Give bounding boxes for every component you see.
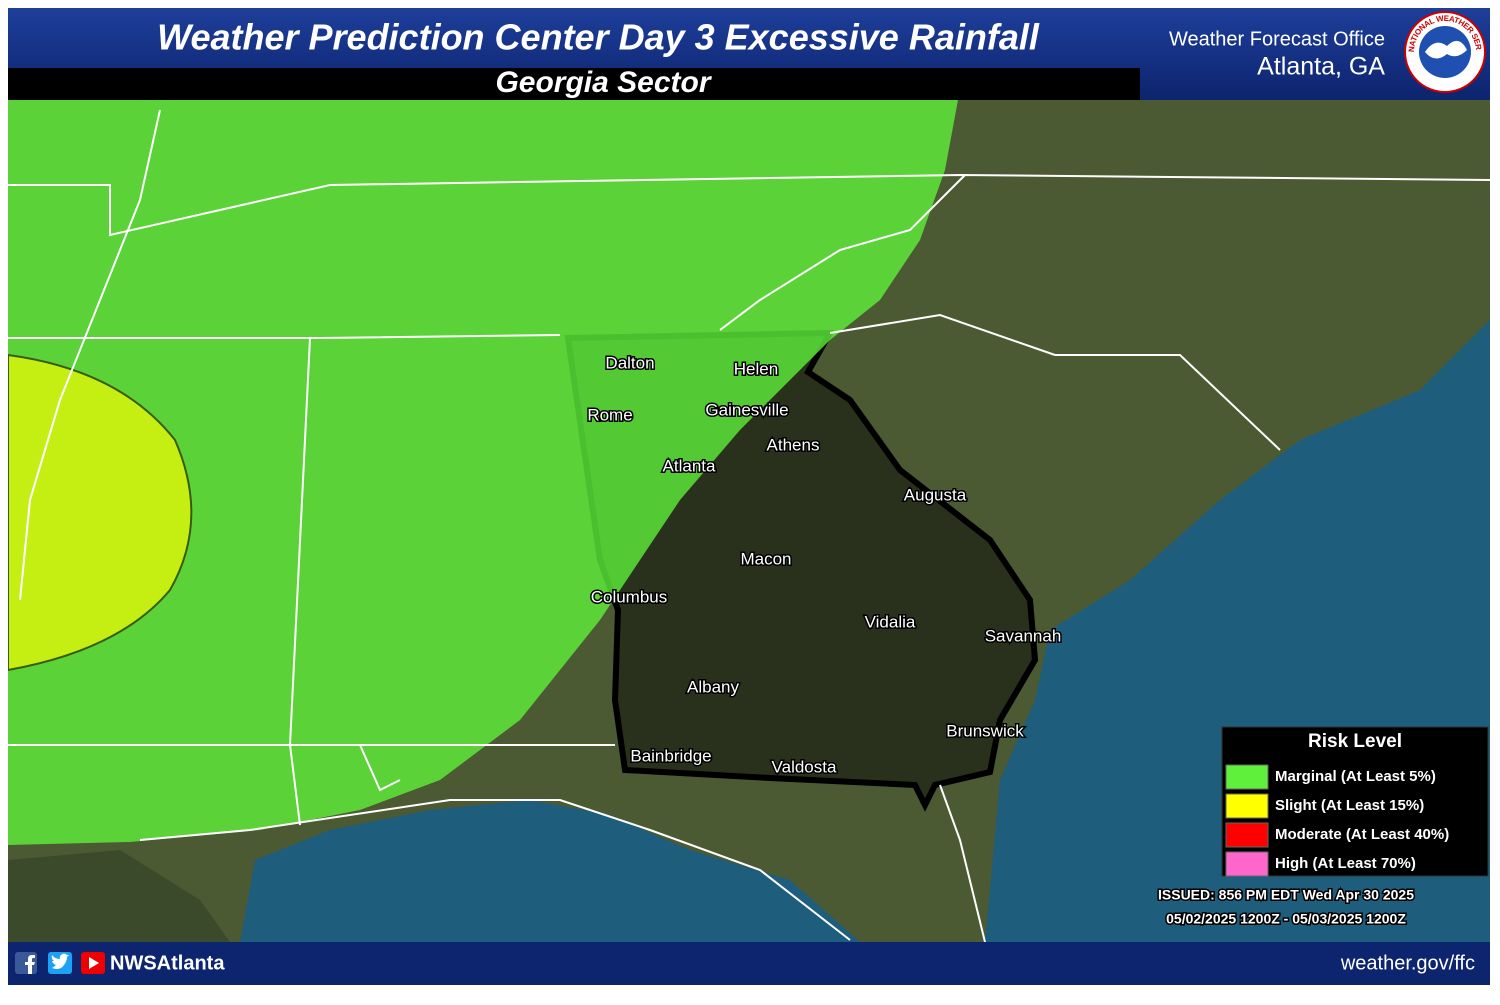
- legend-swatch: [1225, 764, 1269, 790]
- city-label: Macon: [740, 549, 791, 568]
- city-labels: Dalton Helen Rome Gainesville Athens Atl…: [586, 352, 1063, 778]
- legend-label: Marginal (At Least 5%): [1275, 768, 1436, 785]
- city-label: Augusta: [904, 485, 967, 504]
- social-handle: NWSAtlanta: [110, 952, 225, 974]
- legend-swatch: [1225, 851, 1269, 877]
- website: weather.gov/ffc: [1340, 952, 1475, 974]
- city-label: Atlanta: [663, 456, 716, 475]
- location: Atlanta, GA: [1257, 53, 1385, 81]
- city-label: Gainesville: [705, 400, 788, 419]
- legend-swatch: [1225, 793, 1269, 819]
- subtitle-bar: [8, 68, 1140, 100]
- city-label: Savannah: [985, 626, 1062, 645]
- title: Weather Prediction Center Day 3 Excessiv…: [157, 17, 1040, 58]
- issued: ISSUED: 856 PM EDT Wed Apr 30 2025: [1158, 887, 1414, 903]
- city-label: Athens: [767, 435, 820, 454]
- city-label: Vidalia: [865, 612, 916, 631]
- legend-label: Slight (At Least 15%): [1275, 797, 1424, 814]
- city-label: Brunswick: [946, 721, 1024, 740]
- footer-bar: [8, 942, 1490, 985]
- legend-swatch: [1225, 822, 1269, 848]
- legend: Risk Level Marginal (At Least 5%) Slight …: [1221, 726, 1489, 877]
- office: Weather Forecast Office: [1169, 28, 1385, 50]
- city-label: Albany: [687, 677, 739, 696]
- city-label: Dalton: [605, 353, 654, 372]
- slight-area: [8, 353, 193, 672]
- social-icons: [15, 952, 105, 974]
- legend-title: Risk Level: [1308, 731, 1402, 752]
- city-label: Bainbridge: [630, 746, 711, 765]
- subtitle: Georgia Sector: [495, 66, 712, 99]
- legend-label: Moderate (At Least 40%): [1275, 826, 1449, 843]
- city-label: Helen: [734, 359, 778, 378]
- legend-label: High (At Least 70%): [1275, 855, 1416, 872]
- marginal-area: [8, 100, 958, 845]
- city-label: Valdosta: [772, 757, 837, 776]
- city-label: Columbus: [591, 587, 668, 606]
- valid-time: 05/02/2025 1200Z - 05/03/2025 1200Z: [1166, 911, 1406, 927]
- city-label: Rome: [587, 405, 632, 424]
